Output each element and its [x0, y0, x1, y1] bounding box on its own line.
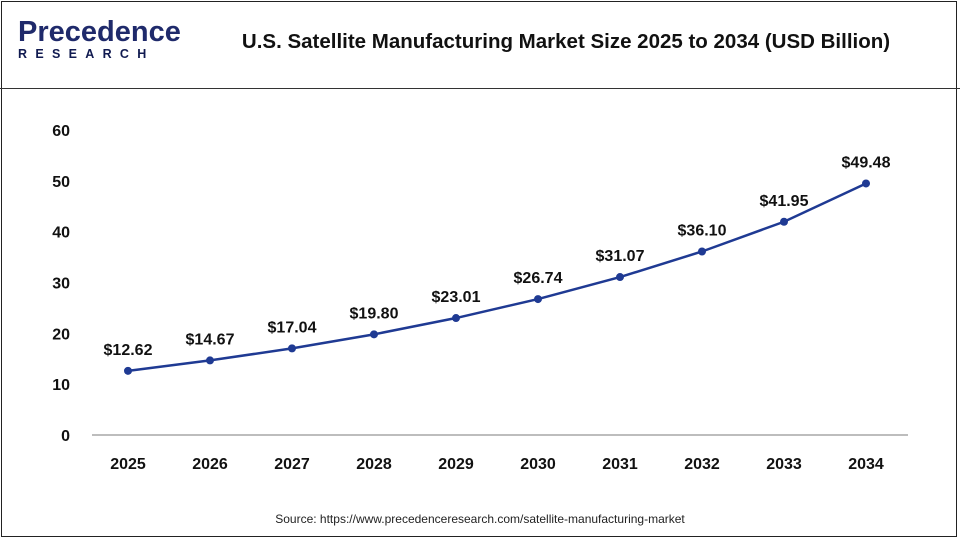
x-tick-label: 2034 [848, 456, 884, 473]
y-tick-label: 60 [52, 123, 70, 140]
x-tick-label: 2033 [766, 456, 802, 473]
data-label: $49.48 [842, 154, 891, 171]
data-label: $41.95 [760, 193, 809, 210]
x-tick-label: 2030 [520, 456, 556, 473]
data-label: $26.74 [514, 270, 563, 287]
series-line [127, 182, 867, 373]
data-label: $19.80 [350, 305, 399, 322]
x-tick-label: 2026 [192, 456, 228, 473]
data-label: $12.62 [104, 342, 153, 359]
x-tick-label: 2027 [274, 456, 310, 473]
x-tick-label: 2025 [110, 456, 146, 473]
data-point [124, 366, 132, 375]
logo-line2: RESEARCH [18, 47, 155, 61]
data-point [780, 217, 788, 226]
y-tick-label: 30 [52, 276, 70, 293]
data-label: $14.67 [186, 331, 235, 348]
y-tick-label: 10 [52, 377, 70, 394]
data-point [206, 356, 214, 365]
y-tick-label: 0 [61, 428, 70, 445]
data-label: $17.04 [268, 319, 317, 336]
logo-line1: Precedence [18, 16, 181, 48]
data-point [452, 314, 460, 323]
x-tick-label: 2029 [438, 456, 474, 473]
x-tick-label: 2031 [602, 456, 638, 473]
data-point [288, 344, 296, 353]
data-point [862, 179, 870, 188]
brand-logo: Precedence RESEARCH [18, 16, 181, 62]
data-label: $36.10 [678, 222, 727, 239]
x-tick-label: 2028 [356, 456, 392, 473]
data-label: $31.07 [596, 248, 645, 265]
data-point [616, 273, 624, 282]
y-tick-label: 40 [52, 225, 70, 242]
y-tick-label: 20 [52, 326, 70, 343]
data-label: $23.01 [432, 289, 481, 306]
x-tick-label: 2032 [684, 456, 720, 473]
data-point [534, 295, 542, 304]
chart-title: U.S. Satellite Manufacturing Market Size… [241, 30, 891, 53]
header: Precedence RESEARCH U.S. Satellite Manuf… [0, 0, 960, 89]
source-note: Source: https://www.precedenceresearch.c… [275, 512, 685, 526]
data-point [370, 330, 378, 339]
y-tick-label: 50 [52, 174, 70, 191]
data-point [698, 247, 706, 256]
